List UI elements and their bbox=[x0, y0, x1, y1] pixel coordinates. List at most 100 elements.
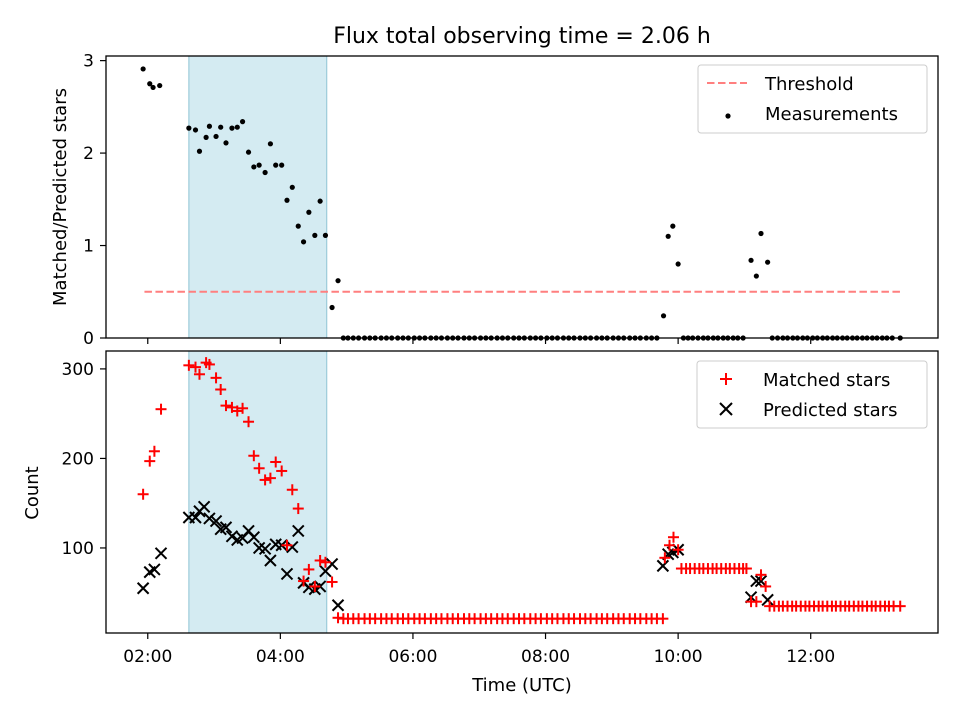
matched-star-point bbox=[309, 580, 321, 592]
matched-star-point bbox=[659, 552, 671, 564]
measurement-point bbox=[203, 134, 209, 140]
matched-star-point bbox=[248, 450, 260, 462]
top-y-tick-label: 1 bbox=[83, 237, 94, 257]
measurement-point bbox=[300, 239, 307, 245]
legend-threshold-label: Threshold bbox=[764, 74, 854, 95]
matched-star-point bbox=[667, 531, 679, 543]
matched-star-point bbox=[292, 503, 304, 515]
top-panel: Flux total observing time = 2.06 h Match… bbox=[50, 24, 939, 349]
predicted-star-point bbox=[761, 593, 774, 607]
matched-star-point bbox=[303, 563, 315, 575]
matched-star-point bbox=[750, 596, 762, 608]
x-tick-label: 04:00 bbox=[256, 647, 305, 667]
measurement-point bbox=[206, 123, 213, 129]
legend-matched-label: Matched stars bbox=[763, 370, 890, 391]
predicted-star-point bbox=[286, 540, 299, 554]
matched-star-point bbox=[894, 600, 906, 612]
matched-star-point bbox=[183, 359, 195, 371]
predicted-star-point bbox=[197, 500, 211, 513]
matched-star-point bbox=[203, 358, 215, 370]
matched-star-point bbox=[276, 465, 288, 477]
bottom-y-tick-label: 300 bbox=[62, 360, 94, 380]
measurement-point bbox=[295, 223, 301, 229]
matched-star-point bbox=[148, 445, 160, 457]
predicted-star-point bbox=[225, 530, 239, 543]
measurement-point bbox=[335, 278, 341, 284]
bottom-axes-frame bbox=[105, 350, 939, 634]
top-chart-title: Flux total observing time = 2.06 h bbox=[333, 24, 711, 49]
matched-star-point bbox=[193, 368, 205, 380]
bottom-y-ticks: 100 200 300 bbox=[62, 360, 106, 559]
measurement-point bbox=[245, 149, 252, 155]
top-highlight-band bbox=[188, 55, 328, 339]
predicted-star-point bbox=[247, 531, 261, 544]
x-tick-label: 12:00 bbox=[786, 647, 835, 667]
measurement-point bbox=[289, 184, 295, 190]
top-legend-box bbox=[697, 64, 928, 134]
matched-star-point bbox=[740, 563, 752, 575]
measurement-point bbox=[279, 162, 285, 168]
bottom-x-axis-label: Time (UTC) bbox=[471, 675, 572, 696]
predicted-star-point bbox=[203, 512, 216, 525]
measurement-point bbox=[748, 257, 754, 263]
predicted-star-point bbox=[258, 542, 272, 556]
matched-star-point bbox=[264, 472, 276, 484]
matched-star-point bbox=[243, 416, 255, 428]
bottom-y-tick-label: 200 bbox=[62, 449, 94, 469]
legend-measurements-swatch bbox=[725, 113, 731, 119]
matched-star-point bbox=[189, 361, 201, 373]
measurement-point bbox=[213, 133, 219, 140]
predicted-star-point bbox=[148, 563, 161, 576]
matched-star-point bbox=[144, 455, 156, 467]
predicted-star-point bbox=[154, 547, 168, 560]
measurement-point bbox=[140, 66, 146, 72]
x-tick-label: 08:00 bbox=[521, 647, 570, 667]
bottom-legend-box bbox=[696, 360, 928, 429]
predicted-star-point bbox=[292, 524, 305, 538]
predicted-star-point bbox=[656, 559, 670, 573]
bottom-legend: Matched stars Predicted stars bbox=[696, 360, 928, 429]
measurement-point bbox=[312, 232, 318, 238]
measurement-point bbox=[322, 232, 329, 238]
x-tick-label: 02:00 bbox=[123, 647, 172, 667]
measurement-point bbox=[765, 259, 771, 265]
measurement-point bbox=[675, 261, 681, 267]
legend-predicted-label: Predicted stars bbox=[763, 400, 897, 421]
measurement-point bbox=[223, 140, 229, 146]
measurement-point bbox=[670, 223, 676, 229]
matched-star-point bbox=[220, 400, 232, 412]
measurement-point bbox=[186, 125, 192, 131]
top-x-ticks bbox=[147, 338, 812, 344]
matched-star-point bbox=[237, 402, 249, 414]
bottom-x-ticks: 02:00 04:00 06:00 08:00 10:00 12:00 bbox=[123, 633, 835, 667]
measurement-point bbox=[267, 141, 274, 147]
matched-star-point bbox=[657, 613, 669, 625]
measurement-point bbox=[262, 169, 268, 176]
measurement-point bbox=[150, 84, 156, 91]
predicted-star-point bbox=[209, 514, 223, 528]
matched-stars-points bbox=[137, 357, 906, 625]
x-tick-label: 10:00 bbox=[654, 647, 703, 667]
matched-star-point bbox=[319, 556, 331, 568]
measurement-point bbox=[218, 124, 224, 130]
predicted-star-point bbox=[331, 599, 345, 612]
top-y-tick-label: 2 bbox=[83, 144, 94, 164]
matched-star-point bbox=[755, 569, 767, 581]
legend-measurements-label: Measurements bbox=[765, 104, 898, 125]
predicted-star-point bbox=[325, 557, 339, 571]
measurement-point bbox=[256, 162, 262, 168]
measurement-point bbox=[196, 148, 203, 154]
top-y-tick-label: 3 bbox=[83, 52, 94, 72]
legend-matched-swatch bbox=[720, 373, 732, 385]
matched-star-point bbox=[326, 576, 338, 588]
measurement-point bbox=[234, 124, 240, 130]
predicted-star-point bbox=[280, 567, 294, 581]
measurement-point bbox=[147, 81, 153, 87]
measurement-point bbox=[317, 198, 323, 204]
top-y-tick-label: 0 bbox=[83, 329, 94, 349]
matched-star-point bbox=[210, 372, 222, 384]
top-legend: Threshold Measurements bbox=[697, 64, 928, 134]
matched-star-point bbox=[664, 539, 676, 551]
measurement-point bbox=[660, 313, 667, 319]
